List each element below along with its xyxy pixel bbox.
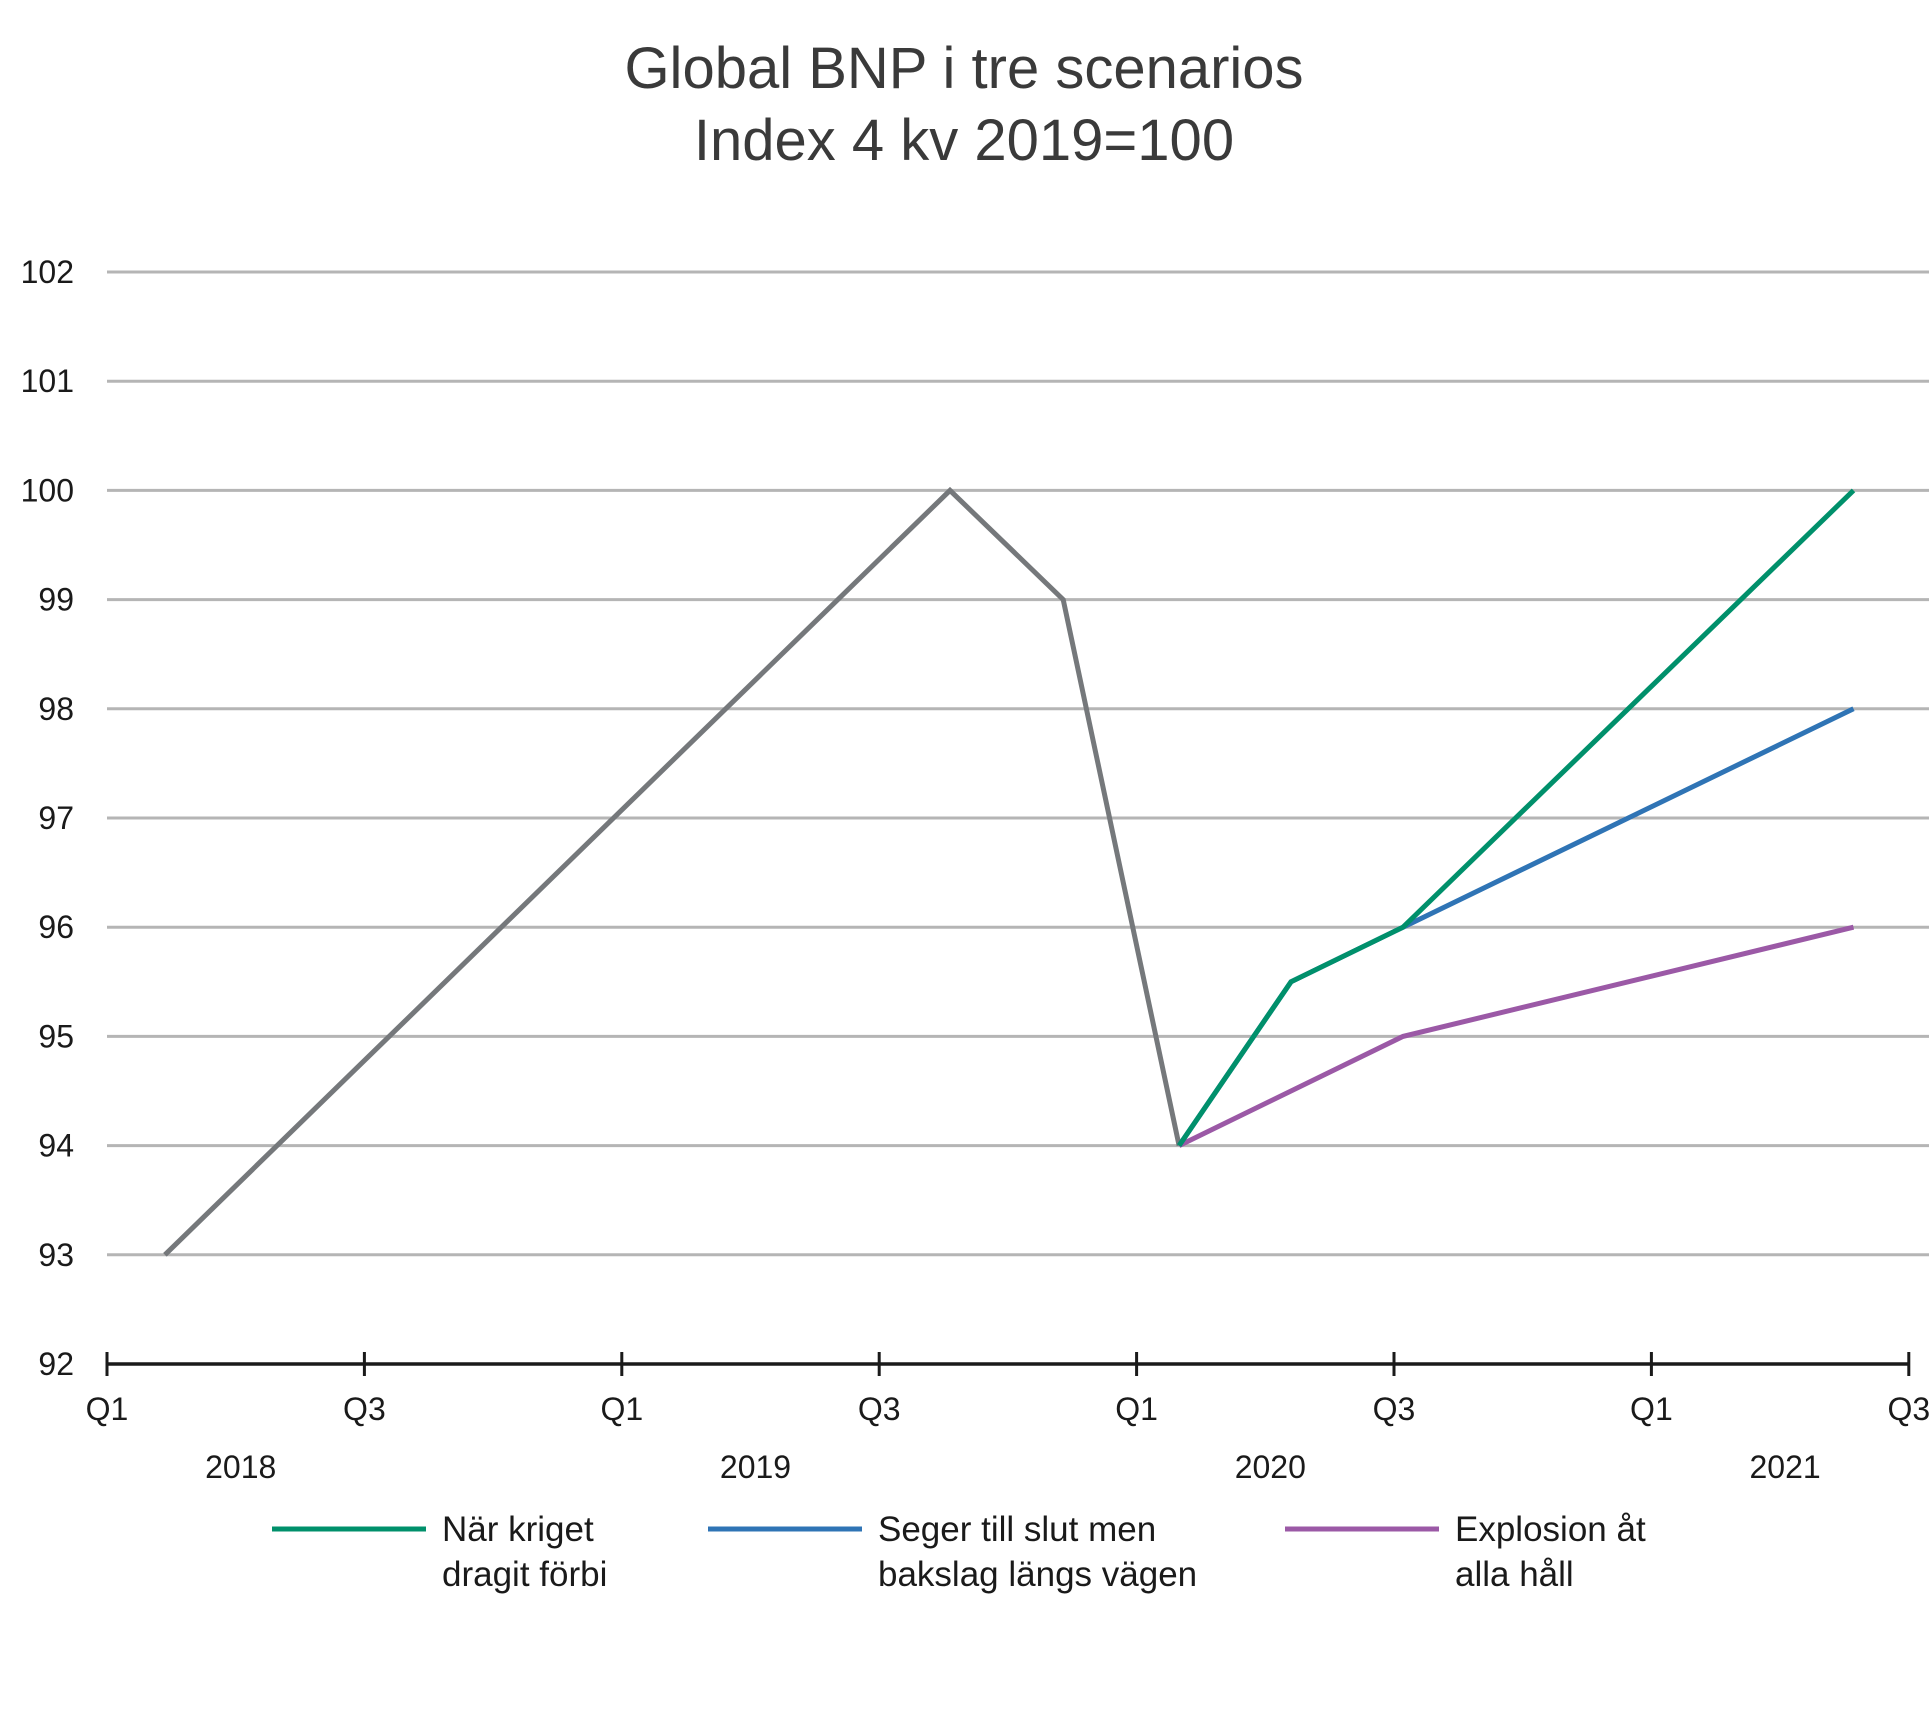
chart-title: Global BNP i tre scenarios	[624, 36, 1303, 101]
y-tick-label: 98	[38, 691, 74, 727]
y-tick-label: 99	[38, 582, 74, 618]
gridlines	[107, 270, 1929, 1257]
y-tick-label: 92	[38, 1346, 74, 1382]
x-tick-label: Q3	[343, 1391, 386, 1427]
series-line-scenario-3	[1178, 924, 1855, 1148]
legend-label: Seger till slut men	[878, 1510, 1156, 1549]
year-label: 2018	[205, 1449, 276, 1485]
year-label: 2019	[720, 1449, 791, 1485]
legend-label: dragit förbi	[442, 1555, 607, 1594]
x-tick-label: Q3	[1373, 1391, 1416, 1427]
y-tick-label: 96	[38, 909, 74, 945]
series-line-history	[163, 486, 1182, 1257]
y-tick-label: 95	[38, 1018, 74, 1054]
x-tick-label: Q1	[600, 1391, 643, 1427]
legend-label: bakslag längs vägen	[878, 1555, 1197, 1594]
legend: När kriget dragit förbi Seger till slut me…	[272, 1510, 1646, 1594]
x-tick-label: Q3	[858, 1391, 901, 1427]
y-tick-label: 102	[21, 254, 74, 290]
y-tick-label: 97	[38, 800, 74, 836]
legend-label: När kriget	[442, 1510, 594, 1549]
series-line-scenario-1	[1177, 488, 1856, 1148]
series-lines	[163, 486, 1856, 1257]
y-tick-label: 100	[21, 472, 74, 508]
legend-label: Explosion åt	[1455, 1510, 1646, 1549]
y-axis-ticks: 102 101 100 99 98 97 96 95 94 93 92	[21, 254, 74, 1382]
year-label: 2021	[1750, 1449, 1821, 1485]
y-tick-label: 101	[21, 363, 74, 399]
x-tick-label: Q3	[1887, 1391, 1929, 1427]
y-tick-label: 94	[38, 1128, 74, 1164]
chart-subtitle: Index 4 kv 2019=100	[694, 108, 1234, 173]
legend-label: alla håll	[1455, 1555, 1574, 1594]
x-tick-label: Q1	[1115, 1391, 1158, 1427]
x-tick-label: Q1	[86, 1391, 129, 1427]
x-axis: Q1 Q3 Q1 Q3 Q1 Q3 Q1 Q3 2018 2019 2020 2021	[86, 1352, 1929, 1485]
x-tick-label: Q1	[1630, 1391, 1673, 1427]
y-tick-label: 93	[38, 1237, 74, 1273]
year-label: 2020	[1235, 1449, 1306, 1485]
